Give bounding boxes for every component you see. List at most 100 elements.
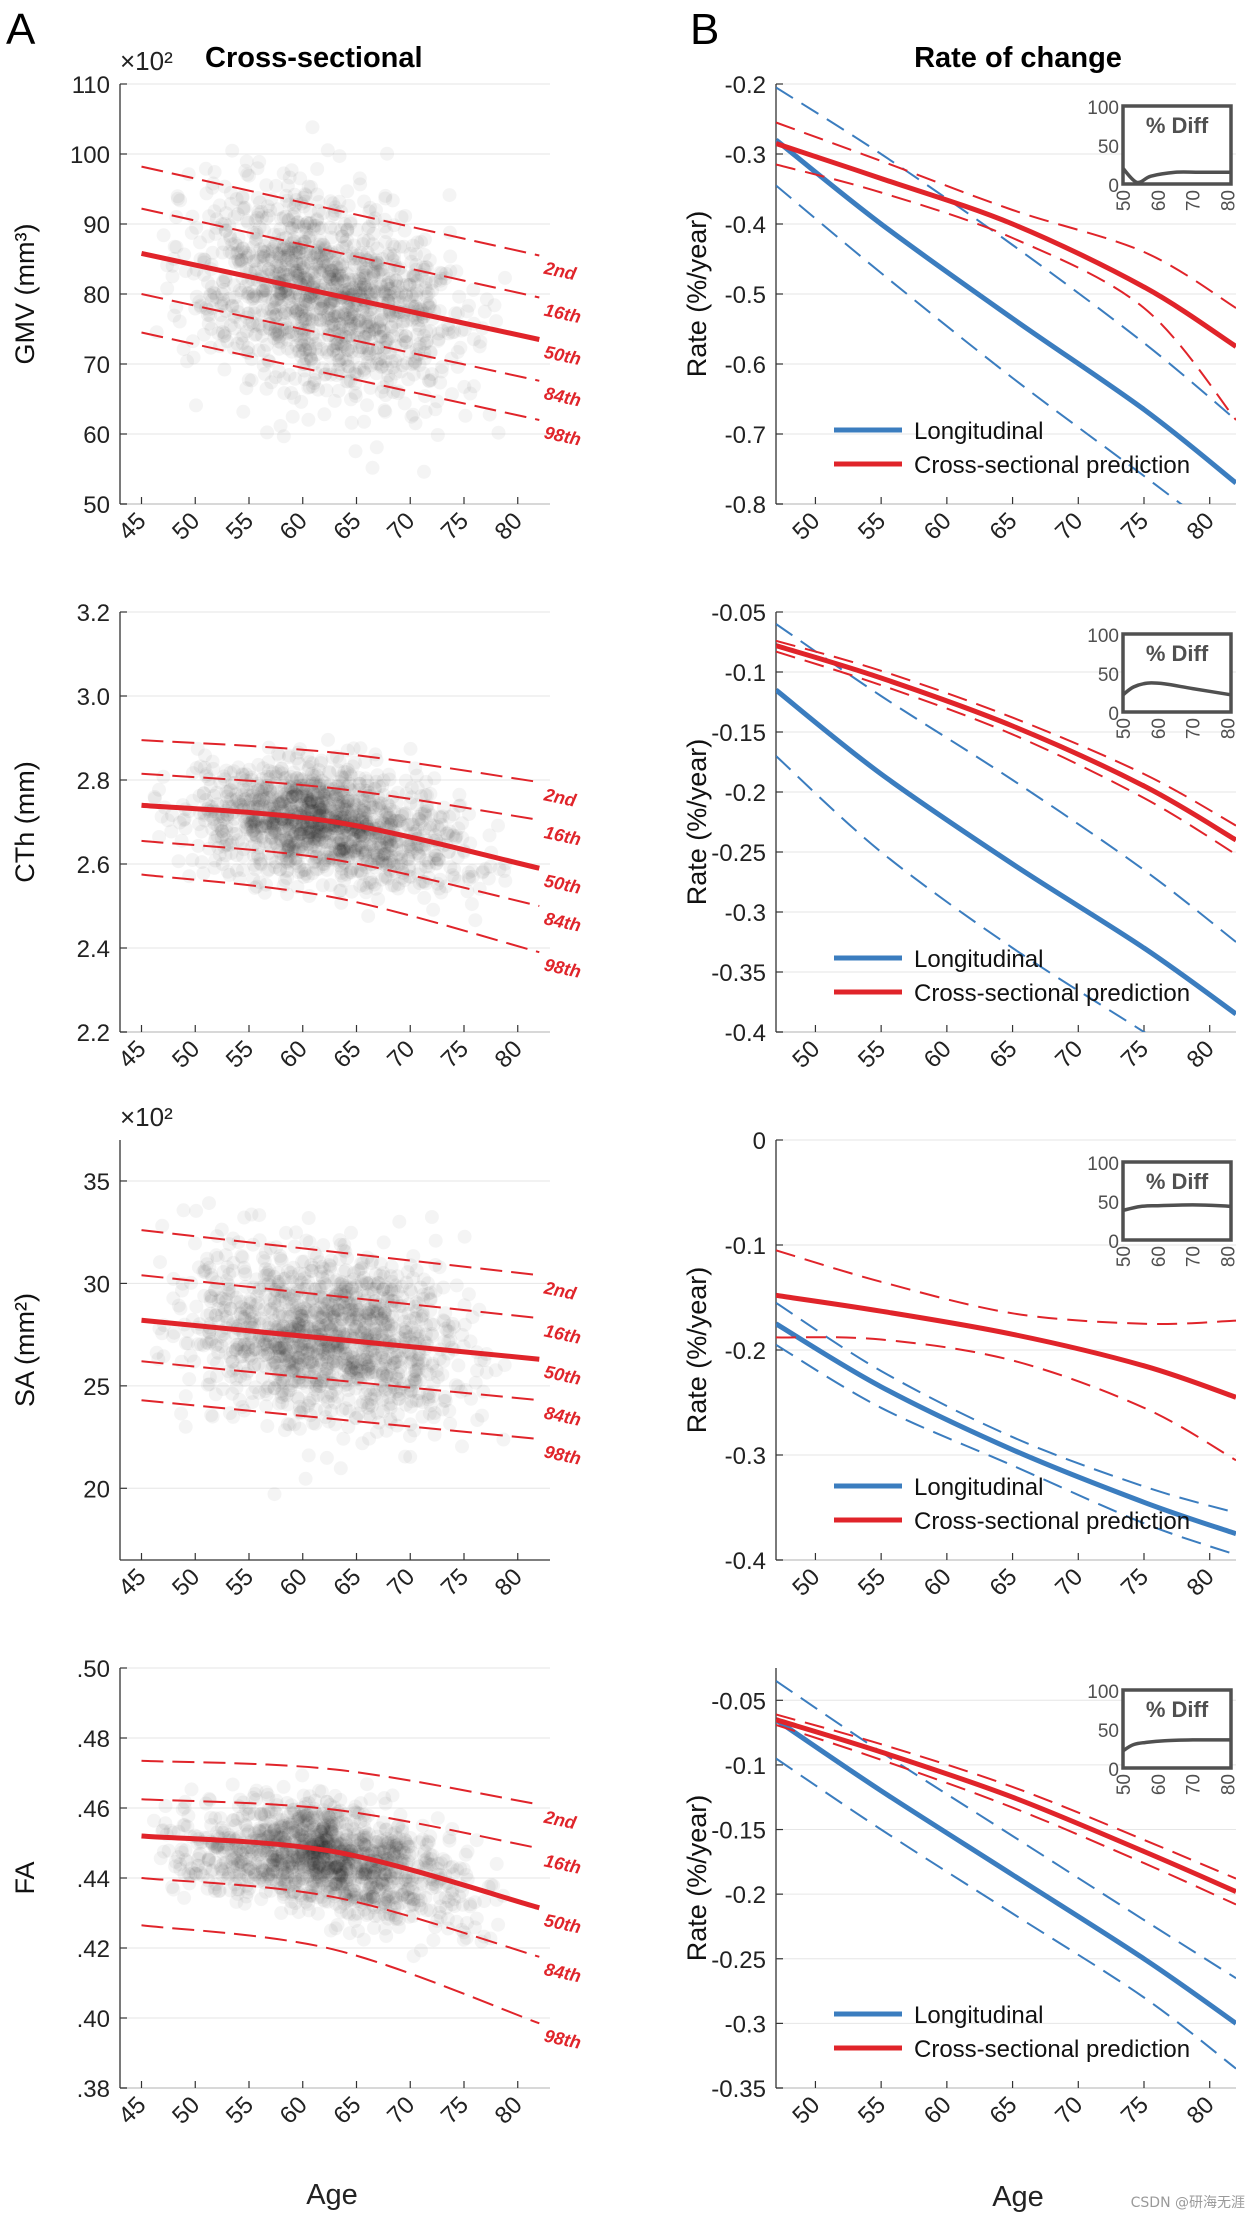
sa-data-point: [461, 1287, 476, 1302]
gmv-data-point: [358, 264, 373, 279]
gmv-data-point: [417, 328, 432, 343]
gmv-data-point: [366, 268, 381, 283]
gmv-data-point: [269, 307, 284, 322]
gmv-data-point: [406, 286, 421, 301]
gmv-data-point: [340, 184, 355, 199]
gmv-data-point: [361, 315, 376, 329]
gmv-data-point: [388, 279, 403, 293]
gmv-data-point: [335, 229, 350, 244]
gmv-data-point: [252, 154, 267, 169]
cth-centile-label: 16th: [542, 822, 582, 849]
cth-x-tick-label: 45: [113, 1035, 151, 1073]
gmv-data-point: [230, 207, 245, 222]
gmv-data-point: [318, 276, 333, 291]
gmv-data-point: [348, 364, 363, 379]
gmv-data-point: [198, 161, 213, 176]
gmv-data-point: [266, 306, 281, 321]
gmv-data-point: [307, 271, 322, 286]
gmv-data-point: [208, 226, 223, 241]
gmv-data-point: [223, 231, 238, 246]
gmv-data-point: [333, 317, 348, 332]
gmv-data-point: [288, 301, 303, 316]
gmv-data-point: [368, 286, 383, 300]
sa-data-point: [384, 1396, 398, 1411]
gmv-data-point: [233, 315, 248, 330]
gmv-data-point: [314, 293, 329, 308]
gmv-data-point: [287, 206, 302, 221]
gmv-data-point: [318, 258, 333, 273]
gmv-data-point: [319, 249, 334, 264]
fa-data-point: [456, 1932, 471, 1947]
gmv-data-point: [368, 322, 383, 337]
gmv-data-point: [321, 320, 336, 335]
gmv-data-point: [181, 167, 196, 182]
gmv-data-point: [362, 310, 376, 325]
gmv-data-point: [222, 244, 237, 259]
sa-data-point: [421, 1390, 436, 1404]
gmv-data-point: [291, 219, 306, 234]
fa-y-tick-label: .44: [77, 1866, 110, 1893]
gmv-data-point: [428, 402, 443, 417]
gmv-data-point: [342, 364, 357, 379]
gmv-data-point: [498, 270, 512, 285]
gmv-data-point: [268, 309, 282, 324]
sa-data-point: [449, 1278, 464, 1293]
gmv-data-point: [313, 294, 328, 309]
gmv-data-point: [326, 255, 341, 270]
gmv-data-point: [384, 354, 399, 369]
sa-data-point: [301, 1448, 316, 1463]
gmv-data-point: [325, 263, 340, 278]
gmv-data-point: [317, 254, 332, 269]
cth-data-point: [423, 786, 438, 801]
cth-centile-label: 2nd: [541, 784, 578, 811]
gmv-data-point: [342, 272, 357, 287]
gmv-data-point: [299, 272, 314, 287]
cth-data-point: [247, 858, 262, 873]
cth-x-tick-label: 70: [382, 1035, 420, 1073]
cth-data-point: [286, 789, 301, 804]
sa-data-point: [182, 1372, 197, 1387]
gmv-data-point: [236, 241, 251, 256]
right-column-title: Rate of change: [914, 42, 1122, 74]
gmv-data-point: [283, 287, 298, 302]
gmv-data-point: [330, 268, 345, 283]
sa-data-point: [271, 1265, 285, 1280]
gmv-data-point: [477, 304, 492, 319]
sa-data-point: [156, 1349, 171, 1364]
gmv-data-point: [257, 366, 272, 381]
gmv-data-point: [381, 281, 396, 296]
gmv-data-point: [268, 323, 283, 338]
sa-data-point: [381, 1308, 396, 1323]
gmv-data-point: [317, 407, 332, 422]
sa-data-point: [302, 1395, 317, 1410]
gmv-data-point: [479, 292, 494, 307]
sa-y-tick-label: 35: [83, 1169, 110, 1196]
gmv-data-point: [412, 340, 427, 355]
gmv-data-point: [249, 327, 264, 342]
gmv-data-point: [330, 251, 345, 266]
gmv-data-point: [303, 349, 317, 363]
gmv-data-point: [302, 306, 317, 321]
gmv-data-point: [423, 324, 438, 339]
gmv-data-point: [331, 362, 346, 377]
gmv-data-point: [445, 387, 459, 402]
gmv-data-point: [458, 408, 473, 423]
gmv-data-point: [288, 371, 303, 386]
gmv-data-point: [206, 285, 221, 300]
gmv-data-point: [320, 342, 335, 357]
gmv-data-point: [281, 262, 296, 277]
gmv-data-point: [278, 284, 293, 299]
gmv-data-point: [293, 256, 308, 271]
gmv-data-point: [225, 237, 240, 252]
gmv-data-point: [363, 315, 378, 329]
gmv-data-point: [305, 120, 320, 135]
gmv-data-point: [234, 252, 249, 267]
cth-data-point: [323, 878, 338, 893]
gmv-data-point: [364, 276, 379, 291]
gmv-data-point: [197, 327, 211, 342]
gmv-data-point: [378, 388, 393, 402]
gmv-data-point: [378, 404, 393, 419]
gmv-data-point: [199, 186, 214, 201]
gmv-data-point: [329, 341, 344, 356]
